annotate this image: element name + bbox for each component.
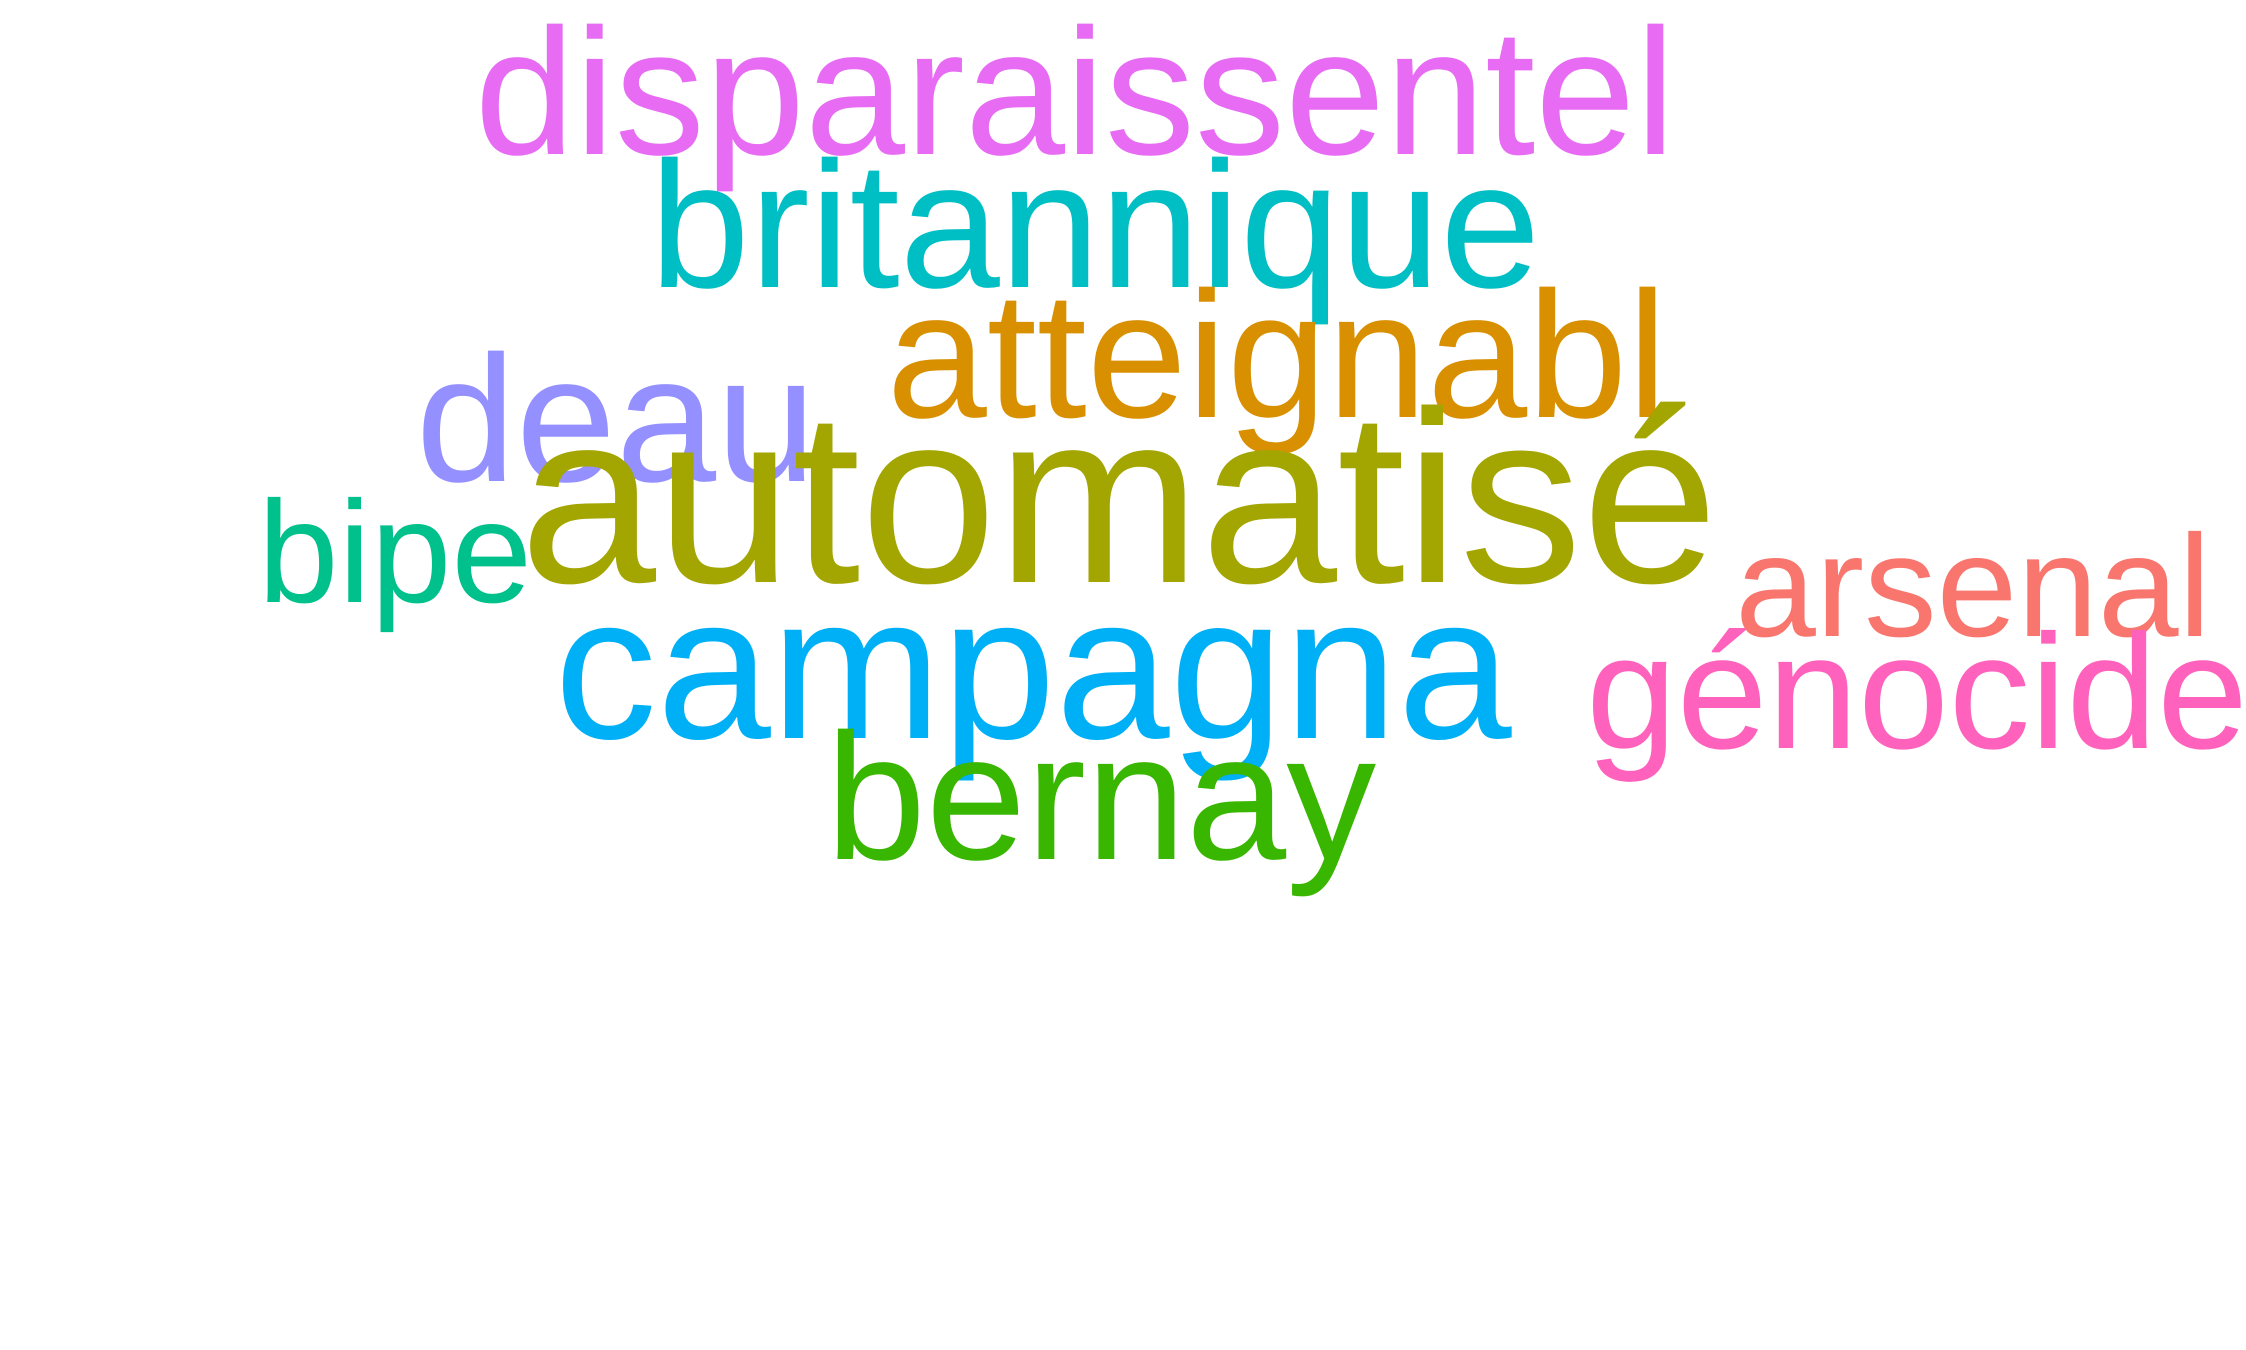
word-campagna: campagna: [554, 553, 1512, 783]
word-bipe: bipe: [257, 470, 533, 633]
word-genocide: génocide: [1586, 600, 2246, 784]
word-bernay: bernay: [825, 697, 1377, 899]
word-arsenal: arsenal: [1735, 504, 2211, 667]
word-deau: deau: [415, 319, 817, 521]
word-britannique: britannique: [649, 125, 1541, 327]
word-disparaissentel: disparaissentel: [474, 0, 1676, 194]
word-atteignabl: atteignabl: [886, 255, 1668, 457]
word-automatise: automatisé: [519, 360, 1719, 635]
